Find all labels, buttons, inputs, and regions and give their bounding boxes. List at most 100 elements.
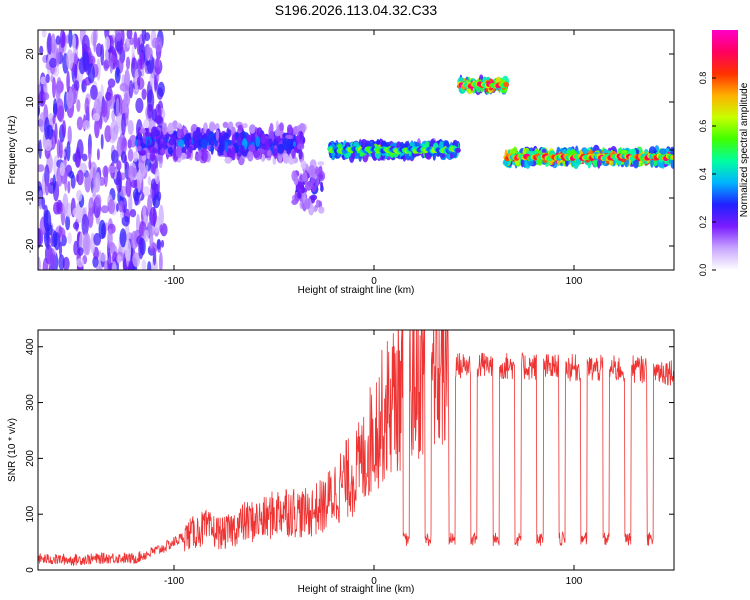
snr-y-label: SNR (10 * v/v): [7, 418, 18, 482]
heatmap-cell: [541, 148, 547, 154]
heatmap-cell: [149, 228, 154, 249]
heatmap-cell: [45, 73, 50, 84]
heatmap-cell: [127, 165, 136, 182]
heatmap-cell: [141, 259, 147, 270]
heatmap-cell: [147, 261, 152, 270]
heatmap-cell: [121, 151, 127, 164]
heatmap-cell: [218, 142, 224, 154]
heatmap-cell: [139, 149, 147, 156]
heatmap-cell: [68, 30, 73, 48]
heatmap-cell: [256, 127, 263, 138]
heatmap-cell: [139, 128, 146, 134]
colorbar-label: Normalized spectral amplitude: [739, 82, 750, 217]
heatmap-cell: [258, 148, 265, 154]
heatmap-cell: [100, 43, 105, 66]
heatmap-cell: [76, 116, 84, 131]
heatmap-cell: [104, 125, 112, 143]
heatmap-ridge-cell: [455, 147, 461, 153]
heatmap-cell: [121, 112, 126, 136]
heatmap-cell: [291, 199, 298, 206]
heatmap-cell: [261, 133, 267, 144]
heatmap-cell: [145, 164, 149, 174]
heatmap-cell: [197, 150, 202, 158]
heatmap-cell: [66, 87, 74, 109]
heatmap-cell: [116, 170, 123, 194]
heatmap-cell: [203, 149, 208, 163]
heatmap-cell: [74, 80, 80, 92]
heatmap-cell: [224, 156, 232, 164]
heatmap-cell: [66, 49, 74, 70]
heatmap-cell: [62, 193, 69, 216]
snr-panel: -100 0 100 0 100 200 300 400 Height of straigh…: [7, 329, 675, 595]
heatmap-cell: [134, 69, 139, 92]
snr-y-ticks: 0 100 200 300 400: [25, 338, 674, 573]
y-tick-label: 200: [25, 450, 36, 467]
x-tick-label: -100: [164, 276, 184, 287]
spectrogram-y-ticks: -20 -10 0 10 20: [25, 48, 674, 253]
heatmap-cell: [59, 162, 65, 177]
heatmap-cell: [74, 64, 78, 79]
heatmap-cell: [38, 256, 41, 270]
heatmap-cell: [137, 169, 142, 193]
heatmap-cell: [242, 122, 248, 129]
heatmap-cell: [138, 237, 144, 260]
heatmap-cell: [136, 37, 141, 55]
heatmap-cell: [151, 126, 158, 137]
heatmap-cell: [167, 146, 173, 155]
heatmap-cell: [116, 254, 122, 264]
heatmap-cell: [231, 146, 236, 159]
heatmap-cell: [44, 179, 50, 196]
heatmap-cell: [248, 144, 256, 152]
heatmap-cell: [157, 138, 161, 151]
heatmap-cell: [100, 253, 107, 262]
heatmap-cell: [52, 174, 56, 190]
heatmap-cell: [160, 148, 166, 155]
heatmap-cell: [121, 136, 127, 155]
heatmap-cell: [41, 30, 47, 38]
heatmap-cell: [175, 146, 182, 158]
heatmap-cell: [92, 186, 97, 198]
heatmap-cell: [255, 136, 260, 147]
heatmap-cell: [170, 134, 177, 142]
heatmap-cell: [111, 149, 119, 164]
heatmap-cell: [58, 254, 65, 270]
heatmap-cell: [316, 176, 320, 187]
heatmap-cell: [282, 137, 290, 151]
heatmap-cell: [53, 103, 58, 115]
heatmap-cell: [47, 32, 53, 55]
heatmap-cell: [246, 134, 252, 143]
heatmap-cell: [137, 76, 140, 87]
heatmap-cell: [94, 117, 100, 139]
heatmap-cell: [95, 194, 102, 207]
heatmap-cell: [193, 135, 199, 142]
heatmap-cell: [100, 205, 109, 214]
heatmap-cell: [302, 171, 308, 182]
heatmap-cell: [277, 143, 285, 154]
heatmap-cell: [147, 103, 153, 119]
heatmap-cell: [137, 145, 142, 152]
heatmap-cell: [276, 136, 281, 142]
heatmap-cell: [158, 204, 164, 228]
heatmap-cell: [227, 121, 234, 130]
heatmap-cell: [110, 54, 117, 64]
heatmap-cell: [151, 148, 159, 154]
heatmap-cell: [184, 138, 190, 149]
heatmap-cell: [144, 32, 151, 42]
heatmap-cell: [82, 232, 89, 256]
heatmap-cell: [296, 143, 305, 150]
heatmap-cell: [116, 203, 119, 212]
heatmap-cell: [67, 232, 72, 245]
figure-title: S196.2026.113.04.32.C33: [275, 2, 438, 18]
heatmap-cell: [112, 261, 117, 270]
heatmap-cell: [224, 141, 229, 153]
heatmap-cell: [68, 170, 75, 179]
heatmap-cell: [95, 265, 103, 270]
heatmap-cell: [74, 35, 79, 50]
heatmap-cell: [310, 194, 318, 201]
heatmap-cell: [272, 148, 278, 157]
x-tick-label: 0: [371, 576, 377, 587]
y-tick-label: 400: [25, 338, 36, 355]
heatmap-cell: [87, 144, 92, 161]
heatmap-cell: [122, 97, 128, 114]
